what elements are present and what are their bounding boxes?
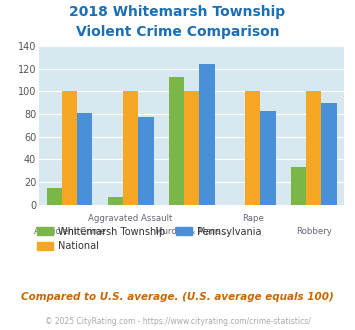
Text: All Violent Crime: All Violent Crime [34,227,105,236]
Bar [47,188,62,205]
Bar [169,77,184,205]
Bar [322,103,337,205]
Text: Compared to U.S. average. (U.S. average equals 100): Compared to U.S. average. (U.S. average … [21,292,334,302]
Text: © 2025 CityRating.com - https://www.cityrating.com/crime-statistics/: © 2025 CityRating.com - https://www.city… [45,317,310,326]
Bar [306,91,322,205]
Bar [108,197,123,205]
Bar [123,91,138,205]
Legend: Whitemarsh Township, National, Pennsylvania: Whitemarsh Township, National, Pennsylva… [33,223,265,255]
Bar [184,91,200,205]
Bar [291,167,306,205]
Text: Aggravated Assault: Aggravated Assault [88,214,173,223]
Text: 2018 Whitemarsh Township: 2018 Whitemarsh Township [70,5,285,19]
Bar [77,113,92,205]
Text: Robbery: Robbery [296,227,332,236]
Text: Murder & Mans...: Murder & Mans... [155,227,229,236]
Bar [62,91,77,205]
Bar [138,117,153,205]
Text: Violent Crime Comparison: Violent Crime Comparison [76,25,279,39]
Bar [245,91,261,205]
Text: Rape: Rape [242,214,264,223]
Bar [200,64,214,205]
Bar [261,111,275,205]
